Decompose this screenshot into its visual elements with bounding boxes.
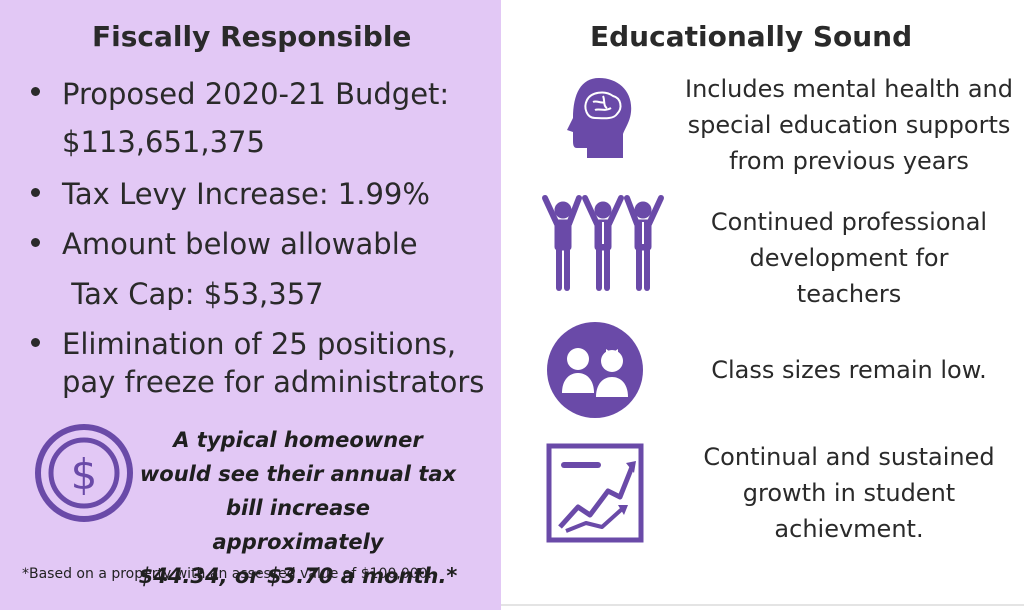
feature-class-sizes: Class sizes remain low. <box>691 352 1007 388</box>
bullet-budget-line-1: Proposed 2020-21 Budget: <box>62 77 450 111</box>
fiscal-heading: Fiscally Responsible <box>92 20 412 53</box>
svg-text:$: $ <box>71 450 98 499</box>
feature-line: Class sizes remain low. <box>711 356 987 384</box>
divider <box>501 604 1024 606</box>
feature-line: teachers <box>796 280 902 308</box>
students-circle-icon <box>547 322 643 418</box>
feature-line: development for <box>749 244 949 272</box>
bullet-dot <box>31 238 40 247</box>
cheering-people-icon <box>542 195 664 291</box>
note-line: A typical homeowner <box>173 428 423 452</box>
homeowner-note: A typical homeowner would see their annu… <box>138 423 458 593</box>
footnote: *Based on a property with an assessed va… <box>22 566 432 582</box>
fiscal-panel: Fiscally Responsible Proposed 2020-21 Bu… <box>0 0 501 610</box>
feature-line: Continual and sustained <box>703 443 995 471</box>
education-heading: Educationally Sound <box>590 20 913 53</box>
note-line: would see their annual tax <box>139 462 457 486</box>
feature-line: achievment. <box>774 515 924 543</box>
feature-line: Includes mental health and <box>684 75 1014 103</box>
bullet-dot <box>31 188 40 197</box>
bullet-dot <box>31 338 40 347</box>
bullet-positions-line-1: Elimination of 25 positions, <box>62 327 457 361</box>
feature-student-growth: Continual and sustained growth in studen… <box>691 439 1007 547</box>
feature-line: growth in student <box>742 479 956 507</box>
education-panel: Educationally Sound Includes mental heal… <box>501 0 1024 610</box>
note-line: bill increase approximately <box>212 496 384 554</box>
feature-line: from previous years <box>729 147 969 175</box>
bullet-tax-cap-line-2: Tax Cap: $53,357 <box>62 277 324 311</box>
brain-head-icon <box>567 78 632 158</box>
note-line: $44.34, or $3.70 a month.* <box>138 564 458 588</box>
bullet-positions-line-2: pay freeze for administrators <box>62 365 485 399</box>
dollar-coin-icon: $ <box>35 424 133 522</box>
feature-professional-development: Continued professional development for t… <box>691 204 1007 312</box>
bullet-tax-levy: Tax Levy Increase: 1.99% <box>62 177 430 211</box>
bullet-tax-cap-line-1: Amount below allowable <box>62 227 418 261</box>
growth-chart-icon <box>546 443 644 543</box>
feature-line: Continued professional <box>710 208 988 236</box>
feature-mental-health: Includes mental health and special educa… <box>679 71 1019 179</box>
feature-line: special education supports <box>687 111 1011 139</box>
bullet-dot <box>31 87 40 96</box>
bullet-budget-line-2: $113,651,375 <box>62 125 265 159</box>
